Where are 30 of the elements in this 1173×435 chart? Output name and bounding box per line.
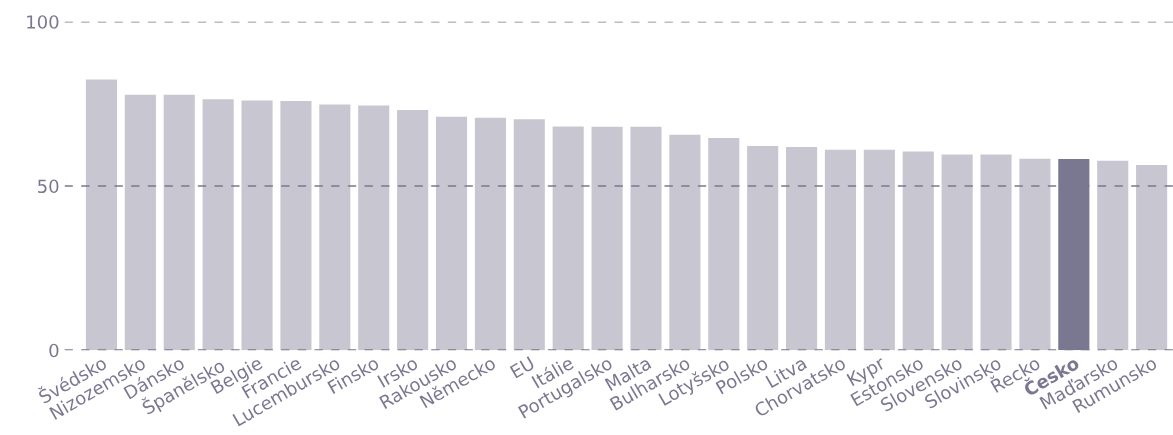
bar (435, 116, 468, 351)
bar (591, 126, 623, 351)
bar (863, 149, 895, 351)
bar (1019, 158, 1051, 351)
y-tick-label: 50 (38, 179, 59, 194)
bar (708, 138, 740, 351)
bar (280, 100, 312, 351)
bar (513, 119, 545, 351)
bar (786, 146, 818, 351)
bar (747, 145, 779, 351)
bar (630, 126, 662, 351)
bar (202, 99, 234, 351)
bar (124, 94, 156, 351)
y-tick-label: 0 (49, 343, 59, 358)
bar (902, 151, 934, 351)
y-tick-label: 100 (27, 15, 59, 29)
bar (941, 154, 973, 351)
bar (319, 104, 351, 351)
bar (980, 154, 1012, 351)
bar (1097, 160, 1129, 351)
bar (1136, 164, 1168, 351)
bar (241, 100, 273, 351)
bar (552, 126, 584, 351)
bar (397, 110, 429, 351)
bar (824, 149, 857, 351)
bar (669, 134, 701, 351)
bar (474, 117, 506, 351)
bar (163, 94, 195, 351)
bar (358, 105, 390, 351)
bar (85, 79, 118, 351)
